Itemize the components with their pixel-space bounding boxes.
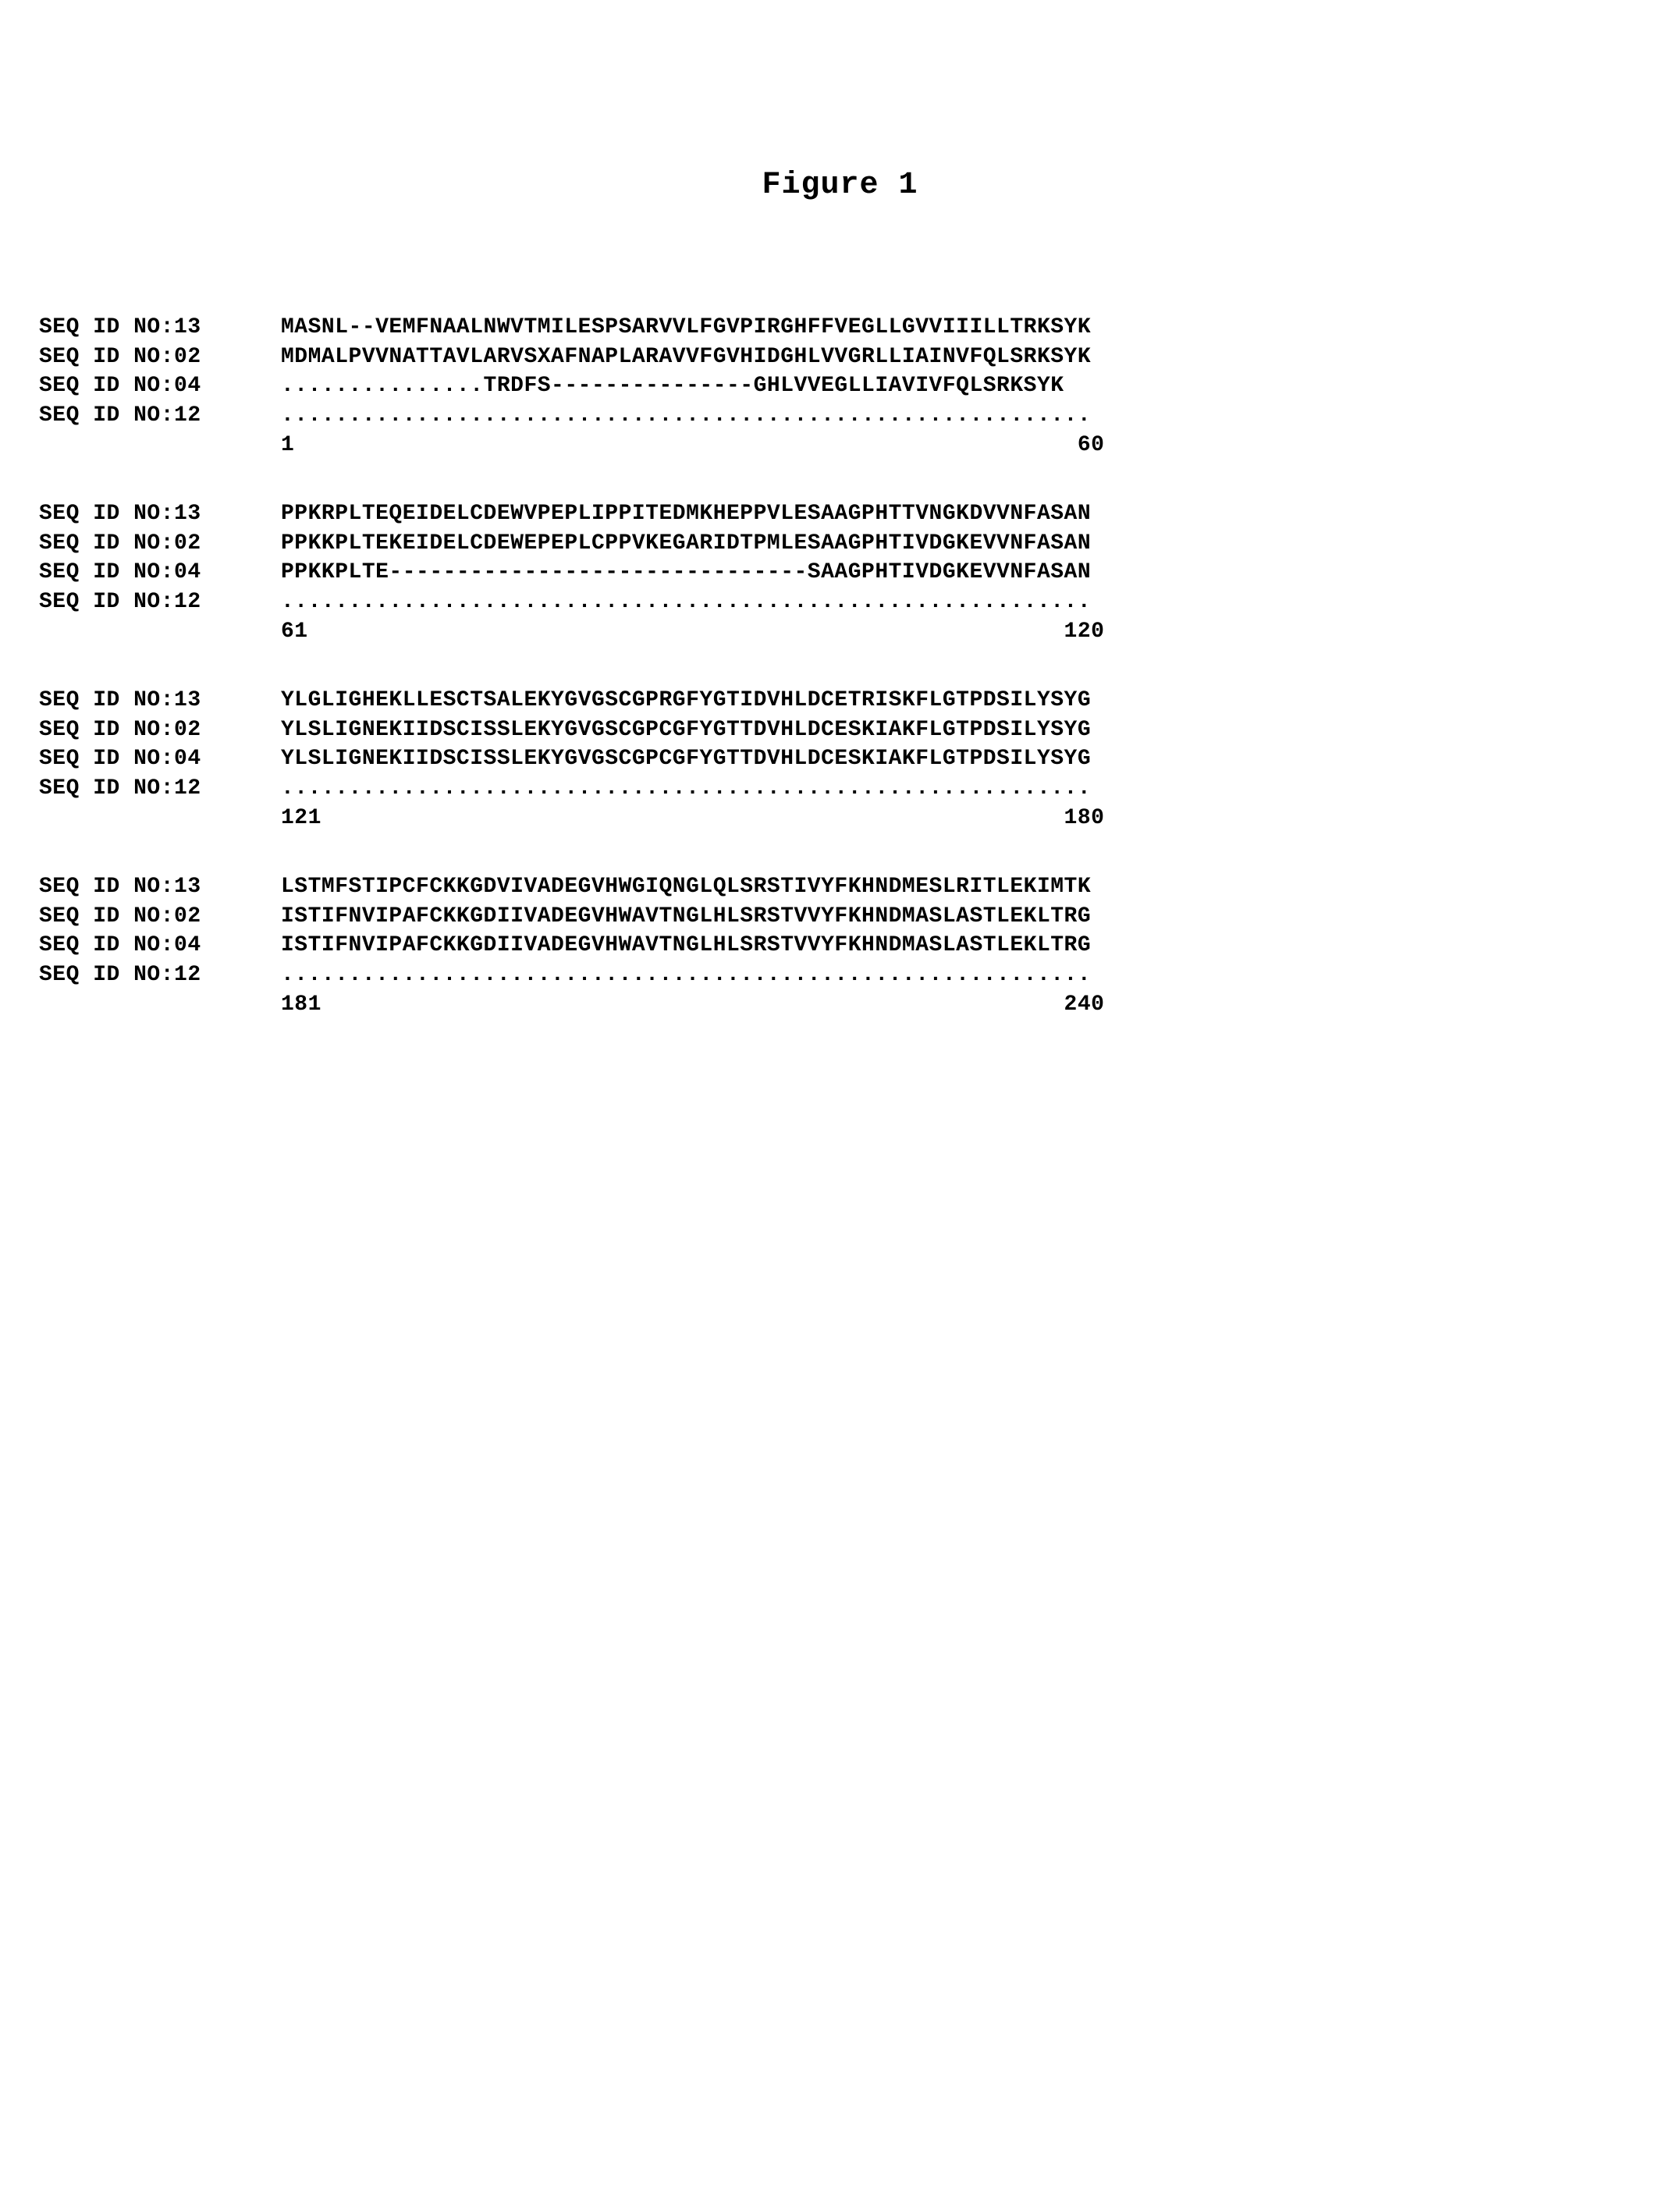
sequence-text: MASNL--VEMFNAALNWVTMILESPSARVVLFGVPIRGHF…: [281, 313, 1641, 343]
alignment-block: SEQ ID NO:13LSTMFSTIPCFCKKGDVIVADEGVHWGI…: [39, 872, 1641, 1020]
sequence-text: YLGLIGHEKLLESCTSALEKYGVGSCGPRGFYGTIDVHLD…: [281, 686, 1641, 716]
sequence-text: PPKKPLTE-------------------------------S…: [281, 558, 1641, 588]
sequence-row: SEQ ID NO:02YLSLIGNEKIIDSCISSLEKYGVGSCGP…: [39, 716, 1641, 745]
sequence-text: ........................................…: [281, 401, 1641, 431]
sequence-row: SEQ ID NO:04PPKKPLTE--------------------…: [39, 558, 1641, 588]
sequence-row: SEQ ID NO:13YLGLIGHEKLLESCTSALEKYGVGSCGP…: [39, 686, 1641, 716]
sequence-text: ........................................…: [281, 588, 1641, 617]
sequence-alignment: SEQ ID NO:13MASNL--VEMFNAALNWVTMILESPSAR…: [39, 313, 1641, 1020]
sequence-row: SEQ ID NO:12............................…: [39, 961, 1641, 990]
sequence-label: SEQ ID NO:12: [39, 401, 281, 431]
sequence-text: YLSLIGNEKIIDSCISSLEKYGVGSCGPCGFYGTTDVHLD…: [281, 744, 1641, 774]
sequence-label: SEQ ID NO:04: [39, 931, 281, 961]
sequence-text: LSTMFSTIPCFCKKGDVIVADEGVHWGIQNGLQLSRSTIV…: [281, 872, 1641, 902]
sequence-text: ........................................…: [281, 961, 1641, 990]
sequence-label: SEQ ID NO:02: [39, 902, 281, 932]
sequence-text: PPKRPLTEQEIDELCDEWVPEPLIPPITEDMKHEPPVLES…: [281, 499, 1641, 529]
sequence-text: ISTIFNVIPAFCKKGDIIVADEGVHWAVTNGLHLSRSTVV…: [281, 902, 1641, 932]
sequence-row: SEQ ID NO:02MDMALPVVNATTAVLARVSXAFNAPLAR…: [39, 343, 1641, 372]
sequence-label: SEQ ID NO:13: [39, 872, 281, 902]
sequence-row: SEQ ID NO:02PPKKPLTEKEIDELCDEWEPEPLCPPVK…: [39, 529, 1641, 559]
alignment-block: SEQ ID NO:13PPKRPLTEQEIDELCDEWVPEPLIPPIT…: [39, 499, 1641, 647]
sequence-row: SEQ ID NO:12............................…: [39, 588, 1641, 617]
sequence-row: SEQ ID NO:13MASNL--VEMFNAALNWVTMILESPSAR…: [39, 313, 1641, 343]
position-ruler: 61 120: [39, 617, 1641, 647]
sequence-label: SEQ ID NO:13: [39, 686, 281, 716]
sequence-text: ISTIFNVIPAFCKKGDIIVADEGVHWAVTNGLHLSRSTVV…: [281, 931, 1641, 961]
sequence-row: SEQ ID NO:02ISTIFNVIPAFCKKGDIIVADEGVHWAV…: [39, 902, 1641, 932]
sequence-label: SEQ ID NO:13: [39, 313, 281, 343]
position-ruler: 181 240: [39, 990, 1641, 1020]
sequence-row: SEQ ID NO:12............................…: [39, 774, 1641, 804]
sequence-label: SEQ ID NO:02: [39, 343, 281, 372]
sequence-label: SEQ ID NO:04: [39, 744, 281, 774]
sequence-row: SEQ ID NO:04...............TRDFS--------…: [39, 371, 1641, 401]
sequence-label: SEQ ID NO:12: [39, 588, 281, 617]
alignment-block: SEQ ID NO:13MASNL--VEMFNAALNWVTMILESPSAR…: [39, 313, 1641, 460]
position-ruler: 121 180: [39, 804, 1641, 833]
sequence-label: SEQ ID NO:04: [39, 371, 281, 401]
sequence-row: SEQ ID NO:12............................…: [39, 401, 1641, 431]
sequence-text: ...............TRDFS---------------GHLVV…: [281, 371, 1641, 401]
sequence-row: SEQ ID NO:13PPKRPLTEQEIDELCDEWVPEPLIPPIT…: [39, 499, 1641, 529]
sequence-label: SEQ ID NO:02: [39, 716, 281, 745]
sequence-label: SEQ ID NO:13: [39, 499, 281, 529]
sequence-text: PPKKPLTEKEIDELCDEWEPEPLCPPVKEGARIDTPMLES…: [281, 529, 1641, 559]
sequence-label: SEQ ID NO:12: [39, 961, 281, 990]
sequence-text: ........................................…: [281, 774, 1641, 804]
sequence-row: SEQ ID NO:13LSTMFSTIPCFCKKGDVIVADEGVHWGI…: [39, 872, 1641, 902]
sequence-label: SEQ ID NO:12: [39, 774, 281, 804]
sequence-text: MDMALPVVNATTAVLARVSXAFNAPLARAVVFGVHIDGHL…: [281, 343, 1641, 372]
position-ruler: 1 60: [39, 431, 1641, 460]
figure-title: Figure 1: [39, 165, 1641, 207]
sequence-label: SEQ ID NO:02: [39, 529, 281, 559]
sequence-label: SEQ ID NO:04: [39, 558, 281, 588]
sequence-text: YLSLIGNEKIIDSCISSLEKYGVGSCGPCGFYGTTDVHLD…: [281, 716, 1641, 745]
sequence-row: SEQ ID NO:04ISTIFNVIPAFCKKGDIIVADEGVHWAV…: [39, 931, 1641, 961]
sequence-row: SEQ ID NO:04YLSLIGNEKIIDSCISSLEKYGVGSCGP…: [39, 744, 1641, 774]
alignment-block: SEQ ID NO:13YLGLIGHEKLLESCTSALEKYGVGSCGP…: [39, 686, 1641, 833]
